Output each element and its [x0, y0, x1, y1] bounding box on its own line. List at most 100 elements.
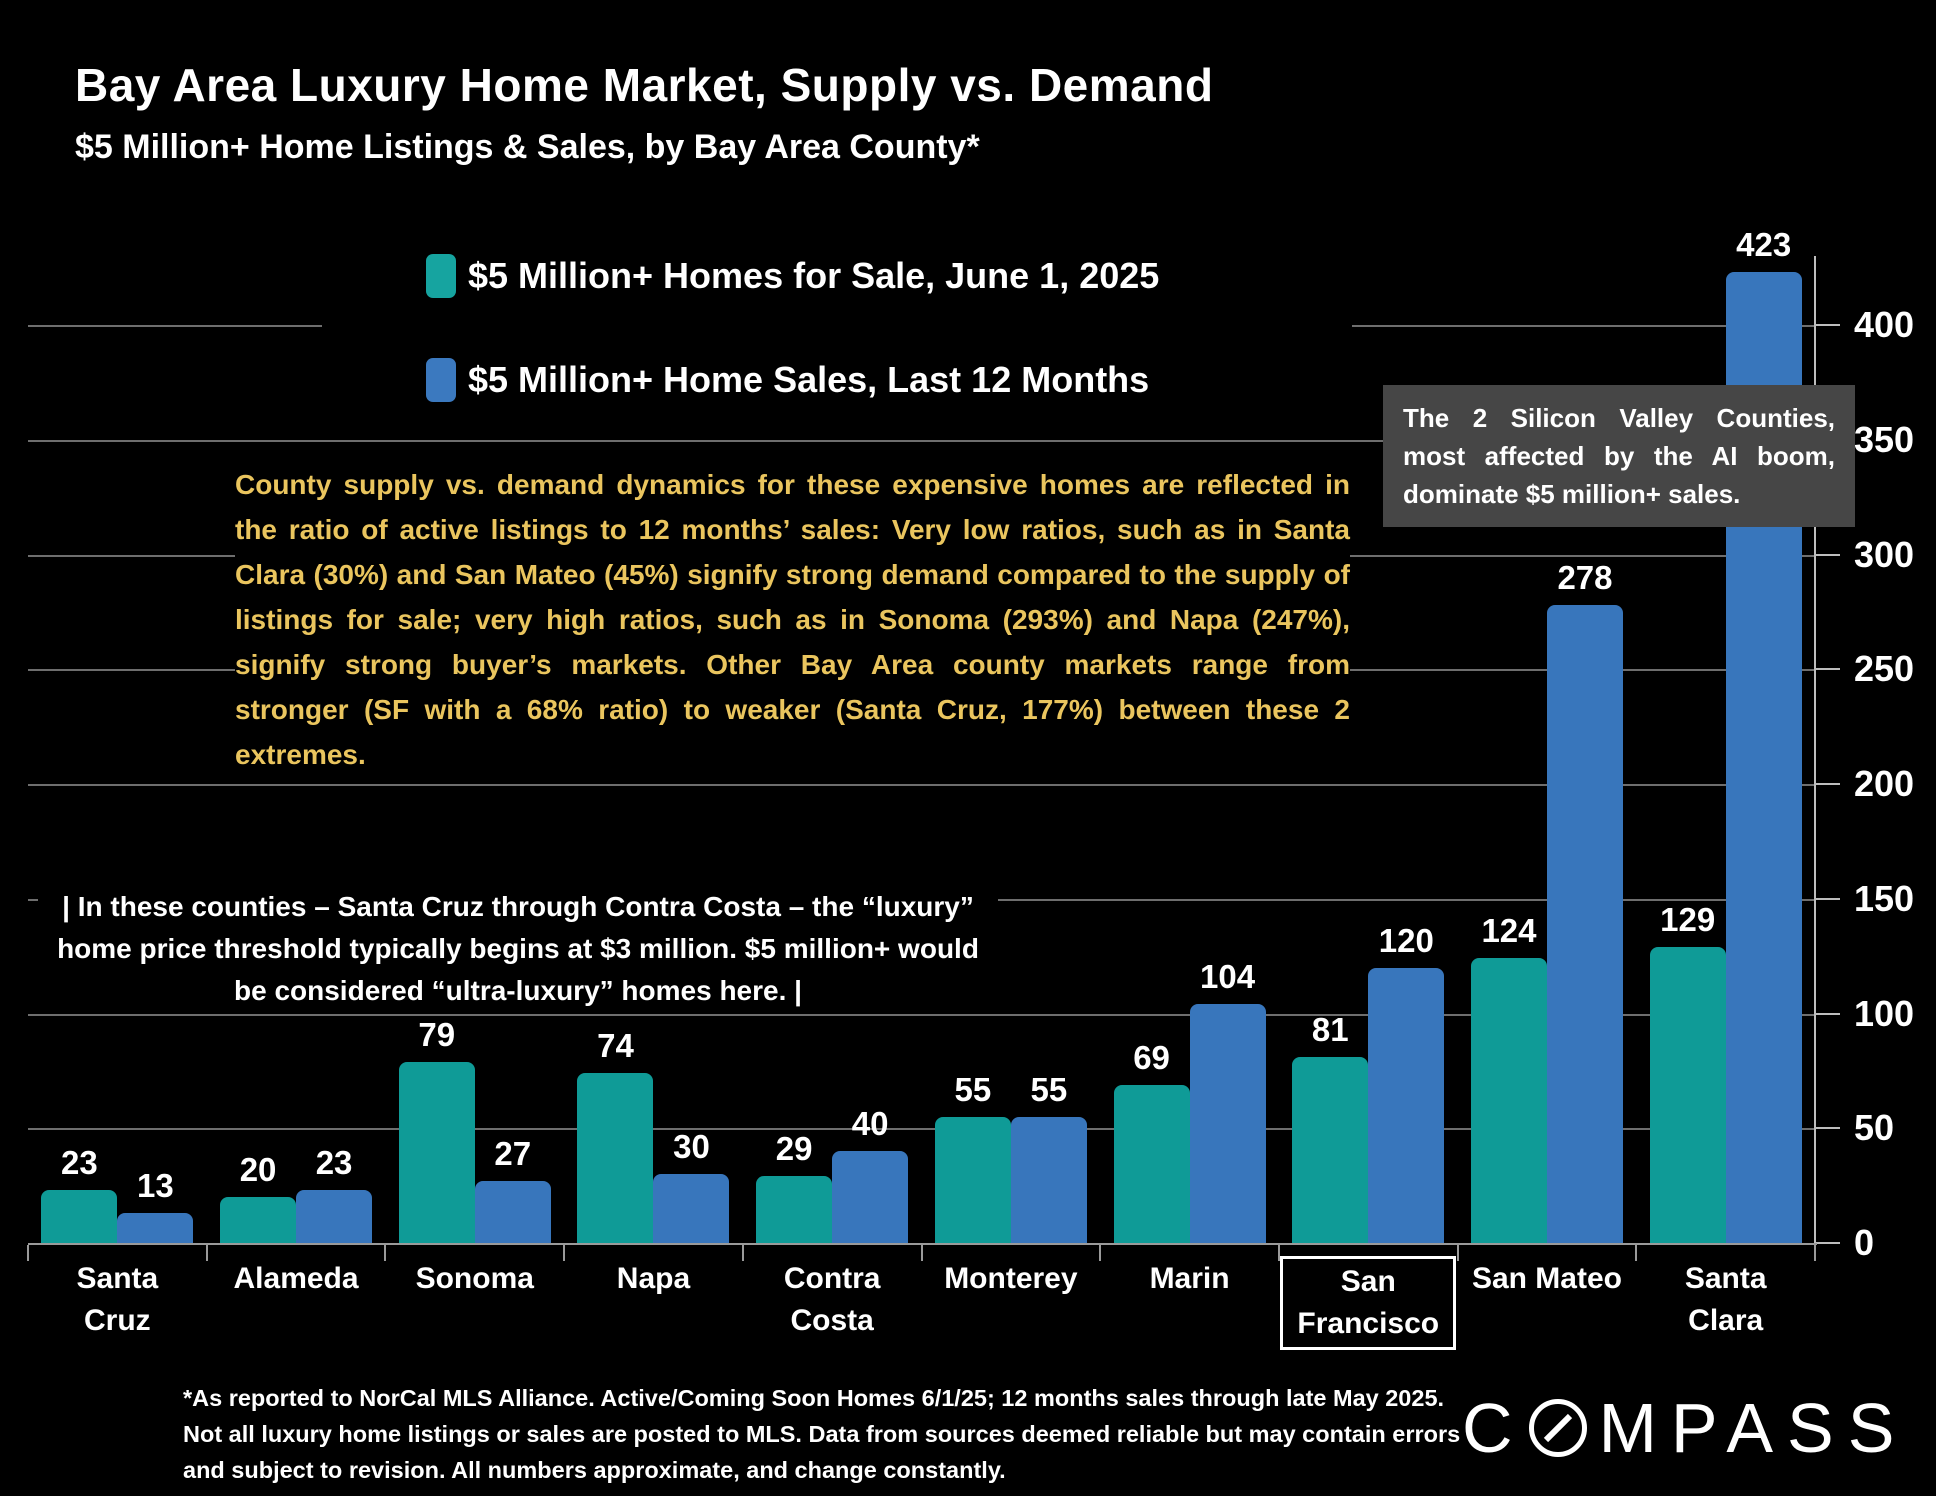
compass-logo-suffix: MPASS: [1598, 1389, 1909, 1467]
x-label-marin: Marin: [1136, 1256, 1244, 1302]
compass-needle-icon: [1528, 1399, 1587, 1457]
bar-group-napa: 74 30: [564, 256, 743, 1243]
x-label-line: Cruz: [84, 1304, 151, 1337]
legend-swatch-listings: [426, 254, 456, 298]
x-label-line: Napa: [616, 1262, 691, 1295]
y-axis-tick-label-200: 200: [1854, 763, 1915, 804]
x-axis-tick: [384, 1245, 387, 1261]
bar-group-san-francisco: 81 120: [1279, 256, 1458, 1243]
bar-value-label: 13: [136, 1167, 174, 1205]
y-axis-tick-150: [1814, 897, 1840, 900]
sales-bar-monterey: 55: [1010, 1071, 1087, 1243]
sales-bar-contra-costa: 40: [832, 1105, 909, 1243]
y-axis-tick-label-0: 0: [1854, 1222, 1875, 1263]
legend-item-sales: $5 Million+ Home Sales, Last 12 Months: [426, 358, 1149, 402]
sales-bar-san-mateo: 278: [1546, 559, 1623, 1243]
x-label-santa-cruz: Santa Cruz: [63, 1256, 173, 1344]
gridline-200: [28, 784, 1815, 786]
x-label-line: Alameda: [233, 1262, 359, 1295]
bar-value-label: 423: [1736, 226, 1792, 264]
x-label-line: Marin: [1149, 1262, 1230, 1295]
bar-value-label: 79: [418, 1015, 456, 1053]
x-label-line: Santa: [1684, 1262, 1767, 1295]
bar-value-label: 27: [494, 1135, 532, 1173]
y-axis-tick-300: [1814, 553, 1840, 556]
x-label-line: San Mateo: [1471, 1262, 1622, 1295]
bar-value-label: 69: [1133, 1038, 1170, 1076]
x-label-cell: Santa Cruz: [28, 1256, 207, 1350]
y-axis-tick-label-300: 300: [1854, 533, 1915, 575]
x-label-line: Clara: [1688, 1304, 1764, 1337]
x-axis-tick: [1099, 1245, 1102, 1261]
listings-bar-santa-cruz: 23: [41, 1144, 118, 1243]
bar-value-label: 23: [315, 1144, 353, 1182]
bar-group-santa-cruz: 23 13: [28, 256, 207, 1243]
y-axis-tick-label-100: 100: [1854, 992, 1915, 1034]
x-label-napa: Napa: [603, 1256, 704, 1302]
bar-group-contra-costa: 29 40: [743, 256, 922, 1243]
y-axis-tick-250: [1814, 668, 1840, 671]
x-label-santa-clara: Santa Clara: [1671, 1256, 1781, 1344]
gridline-50: [28, 1128, 1815, 1131]
y-axis-tick-label-250: 250: [1854, 648, 1915, 690]
listings-bar-alameda: 20: [220, 1151, 297, 1243]
x-axis-tick: [205, 1245, 208, 1261]
x-label-cell: San Francisco: [1279, 1256, 1458, 1350]
listings-bar-contra-costa: 29: [756, 1130, 833, 1243]
y-axis-tick-label-150: 150: [1854, 877, 1915, 919]
x-axis-line: [28, 1243, 1817, 1245]
x-label-cell: Napa: [564, 1256, 743, 1350]
x-axis-labels: Santa Cruz Alameda Sonoma Napa Contra Costa Mon…: [28, 1256, 1815, 1350]
sales-bar-santa-cruz: 13: [117, 1167, 194, 1243]
legend-swatch-sales: [426, 358, 456, 402]
ratio-commentary-text: County supply vs. demand dynamics for th…: [235, 462, 1350, 778]
bar-group-marin: 69 104: [1100, 256, 1279, 1243]
y-axis-tick-200: [1814, 783, 1840, 785]
x-label-line: Santa: [76, 1262, 159, 1295]
x-axis-tick: [741, 1245, 744, 1261]
bar-value-label: 20: [239, 1151, 277, 1189]
compass-logo: C MPASS: [1462, 1388, 1908, 1468]
luxury-threshold-note: | In these counties – Santa Cruz through…: [38, 886, 998, 1012]
x-label-monterey: Monterey: [930, 1256, 1091, 1302]
bar-value-label: 55: [954, 1070, 992, 1108]
bar-value-label: 55: [1030, 1070, 1068, 1108]
x-label-cell: Monterey: [922, 1256, 1101, 1350]
sales-bar-san-francisco: 120: [1368, 922, 1445, 1243]
x-label-contra-costa: Contra Costa: [770, 1256, 895, 1344]
compass-needle-slash: [1543, 1413, 1572, 1443]
x-label-cell: Alameda: [207, 1256, 386, 1350]
bar-value-label: 30: [673, 1128, 710, 1166]
bar-value-label: 29: [775, 1130, 813, 1168]
x-axis-tick: [1277, 1245, 1280, 1261]
x-label-line: Monterey: [944, 1262, 1078, 1295]
x-axis-tick: [27, 1245, 29, 1261]
sales-bar-alameda: 23: [296, 1144, 373, 1243]
bar-value-label: 74: [597, 1027, 634, 1065]
x-label-line: Francisco: [1297, 1307, 1440, 1340]
y-axis-tick-label-350: 350: [1854, 418, 1915, 460]
silicon-valley-callout: The 2 Silicon Valley Counties, most affe…: [1383, 385, 1855, 527]
source-footnote: *As reported to NorCal MLS Alliance. Act…: [183, 1385, 1461, 1483]
listings-bar-marin: 69: [1113, 1039, 1190, 1243]
x-label-line: Sonoma: [415, 1262, 534, 1295]
sales-bar-napa: 30: [653, 1128, 730, 1243]
x-axis-tick: [1635, 1245, 1638, 1261]
sales-bar-sonoma: 27: [474, 1135, 551, 1243]
listings-bar-monterey: 55: [934, 1071, 1011, 1243]
y-axis-tick-0: [1814, 1242, 1840, 1244]
bar-value-label: 124: [1481, 912, 1537, 950]
bar-value-label: 104: [1200, 958, 1256, 996]
page-subtitle: $5 Million+ Home Listings & Sales, by Ba…: [75, 128, 980, 166]
x-label-cell: Marin: [1100, 1256, 1279, 1350]
bar-group-sonoma: 79 27: [385, 256, 564, 1243]
bar-value-label: 120: [1378, 921, 1434, 959]
bar-value-label: 278: [1557, 559, 1613, 596]
y-axis-tick-400: [1814, 324, 1840, 326]
listings-bar-sonoma: 79: [398, 1016, 475, 1243]
bar-value-label: 81: [1311, 1011, 1349, 1049]
listings-bar-napa: 74: [577, 1027, 654, 1243]
legend-item-listings: $5 Million+ Homes for Sale, June 1, 2025: [426, 254, 1159, 298]
x-label-line: Contra: [783, 1262, 881, 1295]
bar-value-label: 23: [60, 1144, 98, 1182]
